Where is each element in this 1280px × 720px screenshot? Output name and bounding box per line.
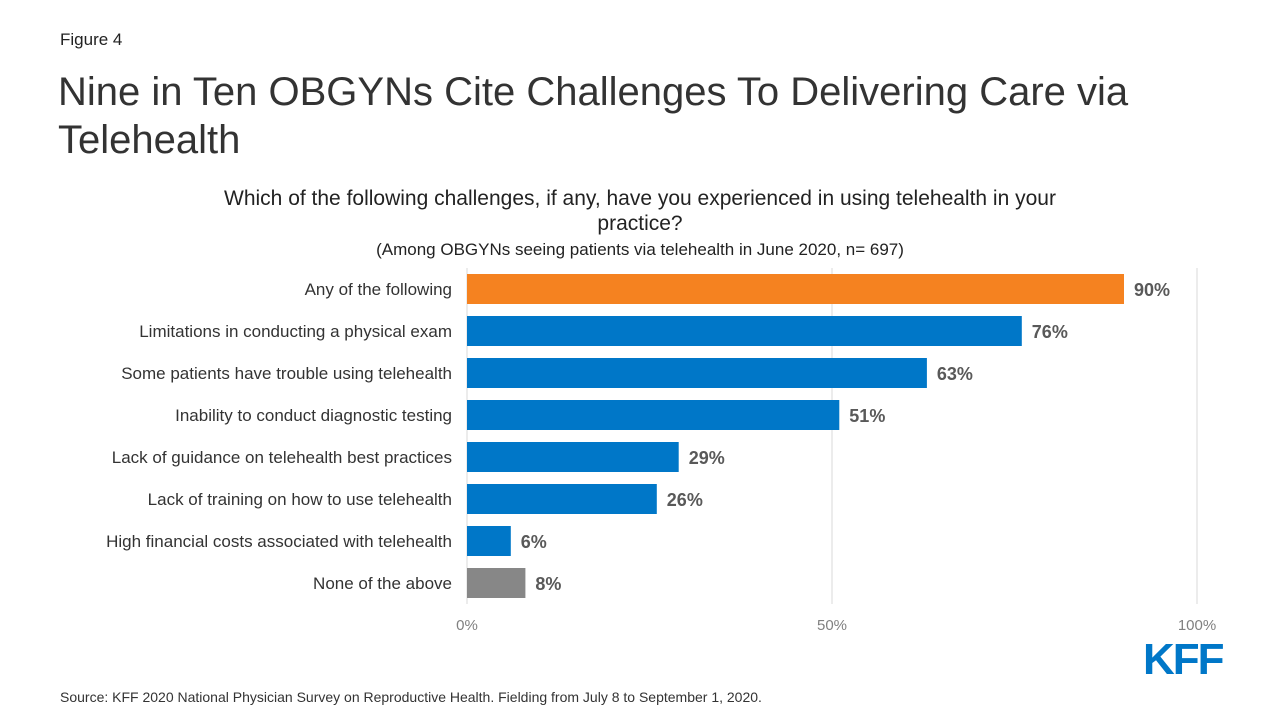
bar xyxy=(467,358,927,388)
x-tick-label: 0% xyxy=(456,617,478,634)
category-label: Lack of guidance on telehealth best prac… xyxy=(112,448,452,467)
bars xyxy=(467,274,1124,598)
value-label: 29% xyxy=(689,448,725,468)
survey-question: Which of the following challenges, if an… xyxy=(224,187,1056,235)
figure-label: Figure 4 xyxy=(60,30,123,49)
value-label: 8% xyxy=(535,574,561,594)
bar xyxy=(467,274,1124,304)
value-label: 63% xyxy=(937,364,973,384)
bar xyxy=(467,526,511,556)
value-label: 6% xyxy=(521,532,547,552)
category-label: Lack of training on how to use telehealt… xyxy=(148,490,452,509)
bar xyxy=(467,400,840,430)
category-label: Some patients have trouble using telehea… xyxy=(121,364,452,383)
value-labels: 90% 76% 63% 51% 29% 26% 6% 8% xyxy=(521,280,1170,594)
value-label: 76% xyxy=(1032,322,1068,342)
bar-chart: Any of the following Limitations in condu… xyxy=(106,268,1216,634)
x-tick-label: 50% xyxy=(817,617,847,634)
value-label: 51% xyxy=(849,406,885,426)
category-label: Inability to conduct diagnostic testing xyxy=(175,406,452,425)
chart-title: Nine in Ten OBGYNs Cite Challenges To De… xyxy=(58,70,1129,162)
x-tick-label: 100% xyxy=(1178,617,1216,634)
x-axis-ticks: 0% 50% 100% xyxy=(456,617,1216,634)
category-label: High financial costs associated with tel… xyxy=(106,532,452,551)
category-label: Any of the following xyxy=(305,280,452,299)
bar xyxy=(467,316,1022,346)
sample-note: (Among OBGYNs seeing patients via telehe… xyxy=(376,240,904,259)
category-labels: Any of the following Limitations in condu… xyxy=(106,280,452,593)
source-note: Source: KFF 2020 National Physician Surv… xyxy=(60,689,762,705)
bar xyxy=(467,568,526,598)
kff-logo-text: KFF xyxy=(1143,636,1224,678)
value-label: 90% xyxy=(1134,280,1170,300)
category-label: None of the above xyxy=(313,574,452,593)
bar xyxy=(467,484,657,514)
kff-logo: KFF xyxy=(1143,636,1226,678)
bar xyxy=(467,442,679,472)
category-label: Limitations in conducting a physical exa… xyxy=(139,322,452,341)
value-label: 26% xyxy=(667,490,703,510)
